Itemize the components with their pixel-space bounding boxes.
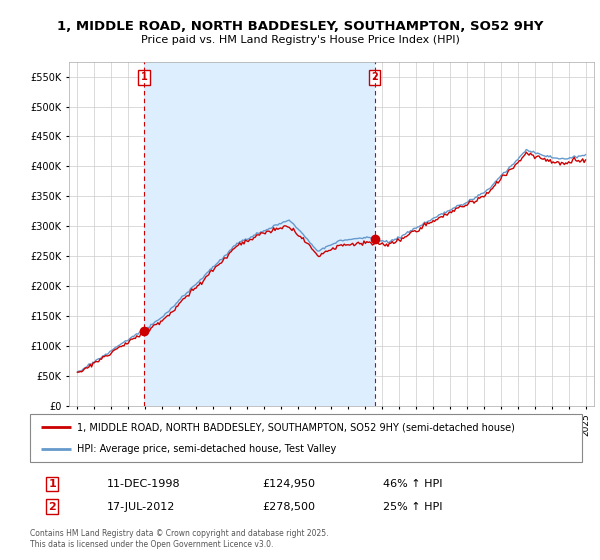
Text: 2: 2	[371, 72, 378, 82]
Text: 2: 2	[48, 502, 56, 512]
Text: £124,950: £124,950	[262, 479, 315, 489]
Text: 46% ↑ HPI: 46% ↑ HPI	[383, 479, 443, 489]
Text: 17-JUL-2012: 17-JUL-2012	[107, 502, 176, 512]
Text: 1, MIDDLE ROAD, NORTH BADDESLEY, SOUTHAMPTON, SO52 9HY: 1, MIDDLE ROAD, NORTH BADDESLEY, SOUTHAM…	[57, 20, 543, 32]
Text: Contains HM Land Registry data © Crown copyright and database right 2025.
This d: Contains HM Land Registry data © Crown c…	[30, 529, 329, 549]
Bar	[144, 62, 374, 406]
Text: 1: 1	[141, 72, 148, 82]
Text: 1, MIDDLE ROAD, NORTH BADDESLEY, SOUTHAMPTON, SO52 9HY (semi-detached house): 1, MIDDLE ROAD, NORTH BADDESLEY, SOUTHAM…	[77, 422, 515, 432]
Text: £278,500: £278,500	[262, 502, 315, 512]
Text: 1: 1	[48, 479, 56, 489]
Text: 11-DEC-1998: 11-DEC-1998	[107, 479, 181, 489]
FancyBboxPatch shape	[30, 414, 582, 462]
Text: 25% ↑ HPI: 25% ↑ HPI	[383, 502, 443, 512]
Text: Price paid vs. HM Land Registry's House Price Index (HPI): Price paid vs. HM Land Registry's House …	[140, 35, 460, 45]
Text: HPI: Average price, semi-detached house, Test Valley: HPI: Average price, semi-detached house,…	[77, 444, 336, 454]
